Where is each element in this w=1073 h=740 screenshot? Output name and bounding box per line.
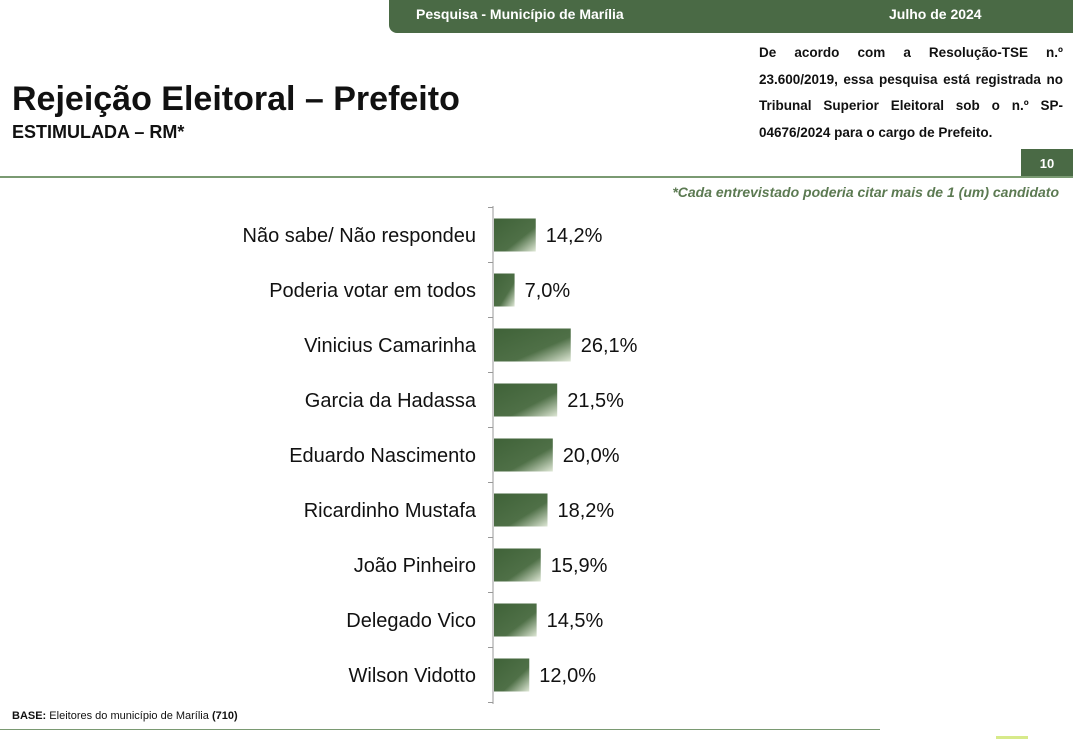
bar (494, 603, 537, 637)
page-title: Rejeição Eleitoral – Prefeito (12, 80, 460, 118)
bar (494, 658, 530, 692)
data-label: 18,2% (558, 500, 615, 522)
bar (494, 218, 536, 252)
data-label: 26,1% (581, 335, 638, 357)
base-label: BASE: (12, 710, 47, 722)
corner-accent (996, 736, 1028, 739)
category-label: Vinicius Camarinha (304, 335, 477, 357)
footnote-multiple-candidates: *Cada entrevistado poderia citar mais de… (672, 184, 1059, 200)
bar (494, 273, 515, 307)
bar (494, 328, 571, 362)
base-description: Eleitores do município de Marília (49, 710, 209, 722)
base-count: (710) (211, 710, 238, 722)
category-label: Não sabe/ Não respondeu (243, 225, 477, 247)
data-label: 12,0% (539, 665, 596, 687)
category-label: João Pinheiro (354, 555, 476, 577)
survey-label: Pesquisa - Município de Marília (416, 6, 624, 22)
footer-divider (0, 729, 880, 730)
header-divider (0, 176, 1073, 178)
page-number-badge: 10 (1021, 149, 1073, 177)
category-label: Eduardo Nascimento (289, 445, 476, 467)
category-label: Garcia da Hadassa (305, 390, 477, 412)
page-subtitle: ESTIMULADA – RM* (12, 122, 185, 142)
data-label: 15,9% (551, 555, 608, 577)
legal-registration-text: De acordo com a Resolução-TSE n.º 23.600… (759, 45, 1063, 140)
header-bar: Pesquisa - Município de Marília Julho de… (389, 0, 1073, 33)
data-label: 14,5% (547, 610, 604, 632)
category-label: Ricardinho Mustafa (304, 500, 477, 522)
category-label: Poderia votar em todos (269, 280, 476, 302)
data-label: 21,5% (567, 390, 624, 412)
category-label: Wilson Vidotto (349, 665, 476, 687)
bar (494, 438, 553, 472)
data-label: 7,0% (525, 280, 571, 302)
bar (494, 493, 548, 527)
category-label: Delegado Vico (346, 610, 476, 632)
survey-date: Julho de 2024 (889, 6, 982, 22)
data-label: 14,2% (546, 225, 603, 247)
bar (494, 548, 541, 582)
base-note: BASE: Eleitores do município de Marília … (12, 710, 238, 722)
data-label: 20,0% (563, 445, 620, 467)
bar (494, 383, 558, 417)
